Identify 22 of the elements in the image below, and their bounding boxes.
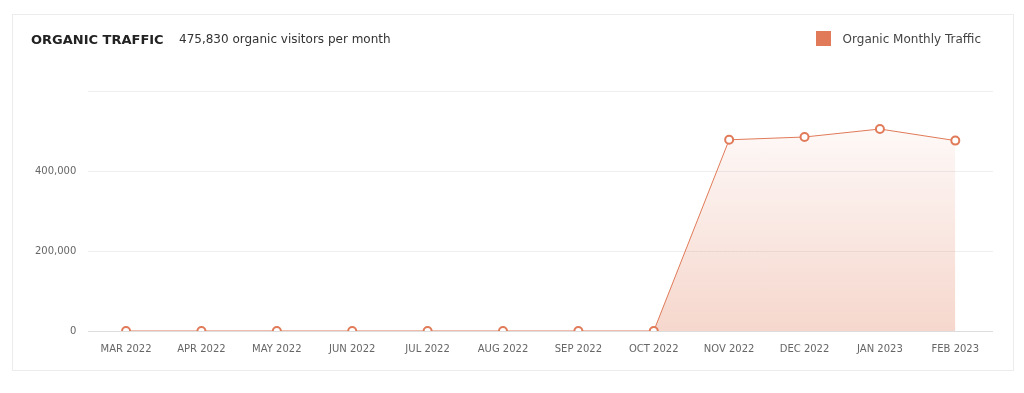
point bbox=[874, 124, 885, 134]
point bbox=[799, 132, 810, 142]
point bbox=[950, 135, 961, 146]
x-tick-label: SEP 2022 bbox=[554, 342, 603, 354]
y-tick-label: 200,000 bbox=[34, 244, 77, 256]
x-tick-label: APR 2022 bbox=[177, 342, 226, 354]
point bbox=[724, 134, 735, 145]
x-tick-label: MAR 2022 bbox=[100, 342, 152, 354]
chart-subtitle: 475,830 organic visitors per month bbox=[179, 32, 391, 46]
x-tick-label: DEC 2022 bbox=[779, 342, 830, 354]
x-tick-label: AUG 2022 bbox=[477, 342, 529, 354]
x-tick-label: OCT 2022 bbox=[628, 342, 679, 354]
x-tick-label: JUN 2022 bbox=[328, 342, 376, 354]
x-tick-label: FEB 2023 bbox=[931, 342, 980, 354]
legend-label: Organic Monthly Traffic bbox=[842, 31, 981, 46]
chart-title: ORGANIC TRAFFIC bbox=[31, 32, 164, 47]
x-tick-label: JAN 2023 bbox=[856, 342, 903, 354]
x-tick-label: JUL 2022 bbox=[404, 342, 450, 354]
y-tick-label: 400,000 bbox=[34, 164, 77, 176]
x-tick-label: NOV 2022 bbox=[703, 342, 755, 354]
x-tick-label: MAY 2022 bbox=[252, 342, 302, 354]
y-tick-label: 0 bbox=[69, 324, 77, 336]
